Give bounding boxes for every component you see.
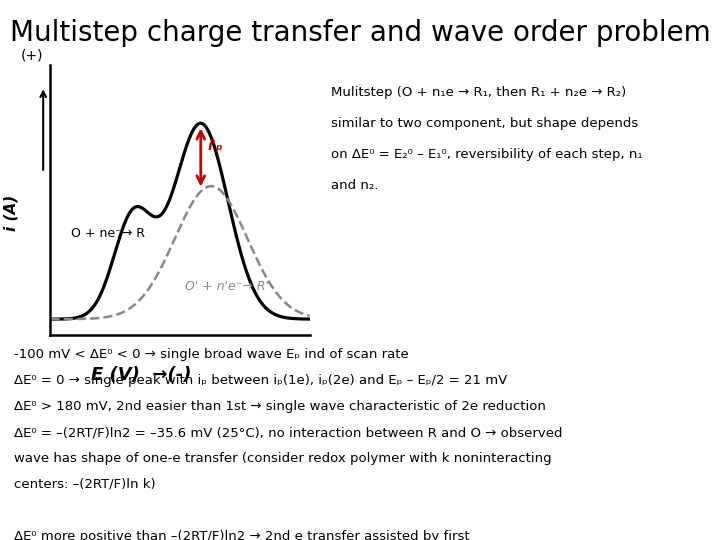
Text: Mulitstep (O + n₁e → R₁, then R₁ + n₂e → R₂): Mulitstep (O + n₁e → R₁, then R₁ + n₂e →… (331, 86, 626, 99)
Text: ΔE⁰ more positive than –(2RT/F)ln2 → 2nd e transfer assisted by first: ΔE⁰ more positive than –(2RT/F)ln2 → 2nd… (14, 530, 470, 540)
Text: i'ₚ: i'ₚ (207, 139, 223, 153)
Text: O' + n'e⁻→ R': O' + n'e⁻→ R' (185, 280, 269, 293)
Text: on ΔE⁰ = E₂⁰ – E₁⁰, reversibility of each step, n₁: on ΔE⁰ = E₂⁰ – E₁⁰, reversibility of eac… (331, 148, 643, 161)
Text: O + ne⁻→ R: O + ne⁻→ R (71, 227, 145, 240)
Text: ΔE⁰ = 0 → single peak with iₚ between iₚ(1e), iₚ(2e) and Eₚ – Eₚ/2 = 21 mV: ΔE⁰ = 0 → single peak with iₚ between iₚ… (14, 374, 508, 387)
Text: and n₂.: and n₂. (331, 179, 379, 192)
Text: E (V)  →(-): E (V) →(-) (91, 366, 192, 384)
Text: (+): (+) (21, 48, 44, 62)
Text: centers: –(2RT/F)ln k): centers: –(2RT/F)ln k) (14, 478, 156, 491)
Text: -100 mV < ΔE⁰ < 0 → single broad wave Eₚ ind of scan rate: -100 mV < ΔE⁰ < 0 → single broad wave Eₚ… (14, 348, 409, 361)
Text: ΔE⁰ > 180 mV, 2nd easier than 1st → single wave characteristic of 2e reduction: ΔE⁰ > 180 mV, 2nd easier than 1st → sing… (14, 400, 546, 413)
Text: Multistep charge transfer and wave order problem: Multistep charge transfer and wave order… (9, 19, 711, 47)
Text: similar to two component, but shape depends: similar to two component, but shape depe… (331, 117, 639, 130)
Text: i (A): i (A) (4, 195, 18, 232)
Text: wave has shape of one-e transfer (consider redox polymer with k noninteracting: wave has shape of one-e transfer (consid… (14, 452, 552, 465)
Text: ΔE⁰ = –(2RT/F)ln2 = –35.6 mV (25°C), no interaction between R and O → observed: ΔE⁰ = –(2RT/F)ln2 = –35.6 mV (25°C), no … (14, 426, 563, 439)
